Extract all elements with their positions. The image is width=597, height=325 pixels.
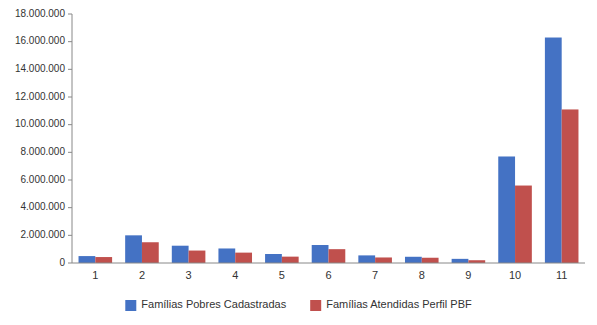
legend-label: Famílias Atendidas Perfil PBF (326, 298, 472, 310)
x-tick-label: 3 (186, 269, 192, 281)
x-tick-label: 4 (232, 269, 238, 281)
x-tick-label: 5 (279, 269, 285, 281)
y-tick-label: 4.000.000 (21, 201, 66, 212)
bar (375, 257, 392, 263)
bar (422, 258, 439, 263)
y-tick-label: 2.000.000 (21, 229, 66, 240)
bar (172, 246, 189, 263)
y-tick-label: 6.000.000 (21, 174, 66, 185)
y-tick (68, 69, 72, 70)
bars (79, 38, 579, 263)
x-axis-line (72, 263, 585, 264)
x-tick-label: 11 (556, 269, 567, 281)
legend: Famílias Pobres Cadastradas Famílias Aten… (125, 298, 472, 311)
x-tick-label: 6 (325, 269, 331, 281)
bar (282, 257, 299, 263)
bar (142, 242, 159, 263)
legend-label: Famílias Pobres Cadastradas (141, 298, 286, 310)
bar (405, 257, 422, 263)
bar (452, 259, 469, 263)
bar (515, 186, 532, 263)
y-tick (68, 180, 72, 181)
y-tick (68, 235, 72, 236)
x-axis: 1 2 3 4 5 6 7 8 9 10 11 (92, 269, 567, 281)
bar (562, 109, 579, 263)
x-tick-label: 2 (139, 269, 145, 281)
y-tick (68, 152, 72, 153)
bar (125, 235, 142, 263)
y-tick (68, 14, 72, 15)
y-tick-label: 12.000.000 (15, 91, 65, 102)
bar (358, 255, 375, 263)
bar (498, 156, 515, 263)
bar (329, 249, 346, 263)
legend-item: Famílias Pobres Cadastradas (125, 298, 286, 311)
chart: 0 2.000.000 4.000.000 6.000.000 8.000.000 10.… (0, 0, 597, 325)
x-tick-label: 9 (465, 269, 471, 281)
y-tick (68, 97, 72, 98)
x-tick-label: 1 (92, 269, 98, 281)
y-tick-label: 16.000.000 (15, 35, 65, 46)
y-tick-label: 0 (59, 257, 65, 268)
legend-swatch (125, 300, 136, 311)
y-tick (68, 263, 72, 264)
bar (265, 254, 282, 263)
y-axis: 0 2.000.000 4.000.000 6.000.000 8.000.000 10.… (15, 8, 72, 268)
y-tick (68, 41, 72, 42)
legend-swatch (310, 300, 321, 311)
bar (189, 251, 206, 263)
y-tick (68, 207, 72, 208)
y-tick-label: 8.000.000 (21, 146, 66, 157)
y-tick-label: 10.000.000 (15, 118, 65, 129)
y-tick-label: 18.000.000 (15, 8, 65, 19)
y-tick (68, 124, 72, 125)
bar (235, 253, 252, 263)
y-axis-line (72, 14, 73, 263)
bar (95, 257, 112, 263)
x-tick-label: 10 (509, 269, 521, 281)
y-tick-label: 14.000.000 (15, 63, 65, 74)
x-tick-label: 7 (372, 269, 378, 281)
bar (545, 38, 562, 263)
bar (312, 245, 329, 263)
bar (79, 256, 96, 263)
legend-item: Famílias Atendidas Perfil PBF (310, 298, 472, 311)
x-tick-label: 8 (419, 269, 425, 281)
bar (218, 248, 235, 263)
